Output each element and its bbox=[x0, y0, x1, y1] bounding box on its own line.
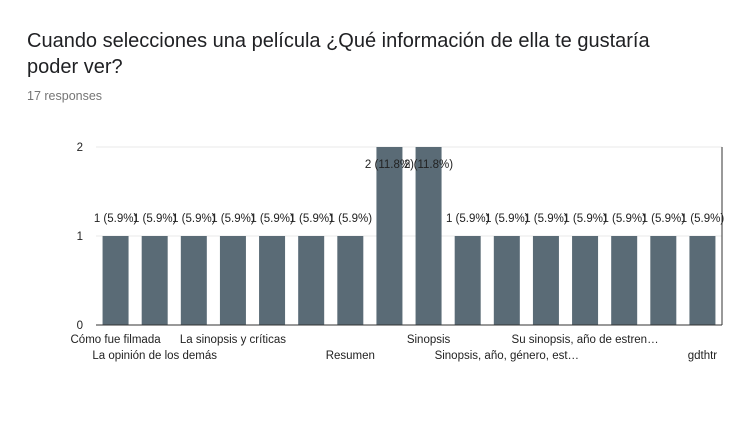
x-category-label: Cómo fue filmada bbox=[71, 334, 162, 346]
bar bbox=[415, 147, 442, 325]
x-category-label: Su sinopsis, año de estren… bbox=[512, 334, 659, 346]
x-category-label: Sinopsis bbox=[407, 334, 451, 346]
bar bbox=[532, 236, 559, 325]
bar bbox=[650, 236, 677, 325]
y-tick-label: 2 bbox=[77, 142, 83, 154]
x-category-label: Sinopsis, año, género, est… bbox=[435, 350, 579, 362]
bar bbox=[180, 236, 207, 325]
data-label: 1 (5.9%) bbox=[485, 213, 529, 225]
response-count: 17 responses bbox=[27, 89, 103, 103]
data-label: 1 (5.9%) bbox=[602, 213, 646, 225]
question-title: Cuando selecciones una película ¿Qué inf… bbox=[27, 30, 650, 78]
data-label: 1 (5.9%) bbox=[446, 213, 490, 225]
data-label: 1 (5.9%) bbox=[211, 213, 255, 225]
bar bbox=[219, 236, 246, 325]
bar bbox=[337, 236, 364, 325]
data-label: 1 (5.9%) bbox=[563, 213, 607, 225]
bar bbox=[493, 236, 520, 325]
data-label: 1 (5.9%) bbox=[172, 213, 216, 225]
y-tick-label: 0 bbox=[77, 320, 83, 332]
bar bbox=[102, 236, 129, 325]
bar bbox=[141, 236, 168, 325]
data-label: 1 (5.9%) bbox=[329, 213, 373, 225]
bar bbox=[454, 236, 481, 325]
bar bbox=[689, 236, 716, 325]
data-label: 1 (5.9%) bbox=[524, 213, 568, 225]
data-label: 1 (5.9%) bbox=[289, 213, 333, 225]
data-label: 1 (5.9%) bbox=[642, 213, 686, 225]
data-label: 2 (11.8%) bbox=[404, 159, 453, 171]
bar bbox=[611, 236, 638, 325]
x-category-label: La sinopsis y críticas bbox=[180, 334, 286, 346]
bar bbox=[376, 147, 403, 325]
data-label: 1 (5.9%) bbox=[681, 213, 725, 225]
y-tick-label: 1 bbox=[77, 231, 83, 243]
bar bbox=[298, 236, 325, 325]
data-label: 1 (5.9%) bbox=[250, 213, 294, 225]
data-label: 1 (5.9%) bbox=[94, 213, 138, 225]
x-category-label: gdthtr bbox=[688, 350, 718, 362]
x-category-label: La opinión de los demás bbox=[92, 350, 217, 362]
bar bbox=[572, 236, 599, 325]
data-label: 2 (11.8%) bbox=[365, 159, 414, 171]
x-category-label: Resumen bbox=[326, 350, 375, 362]
data-label: 1 (5.9%) bbox=[133, 213, 177, 225]
bar bbox=[259, 236, 286, 325]
